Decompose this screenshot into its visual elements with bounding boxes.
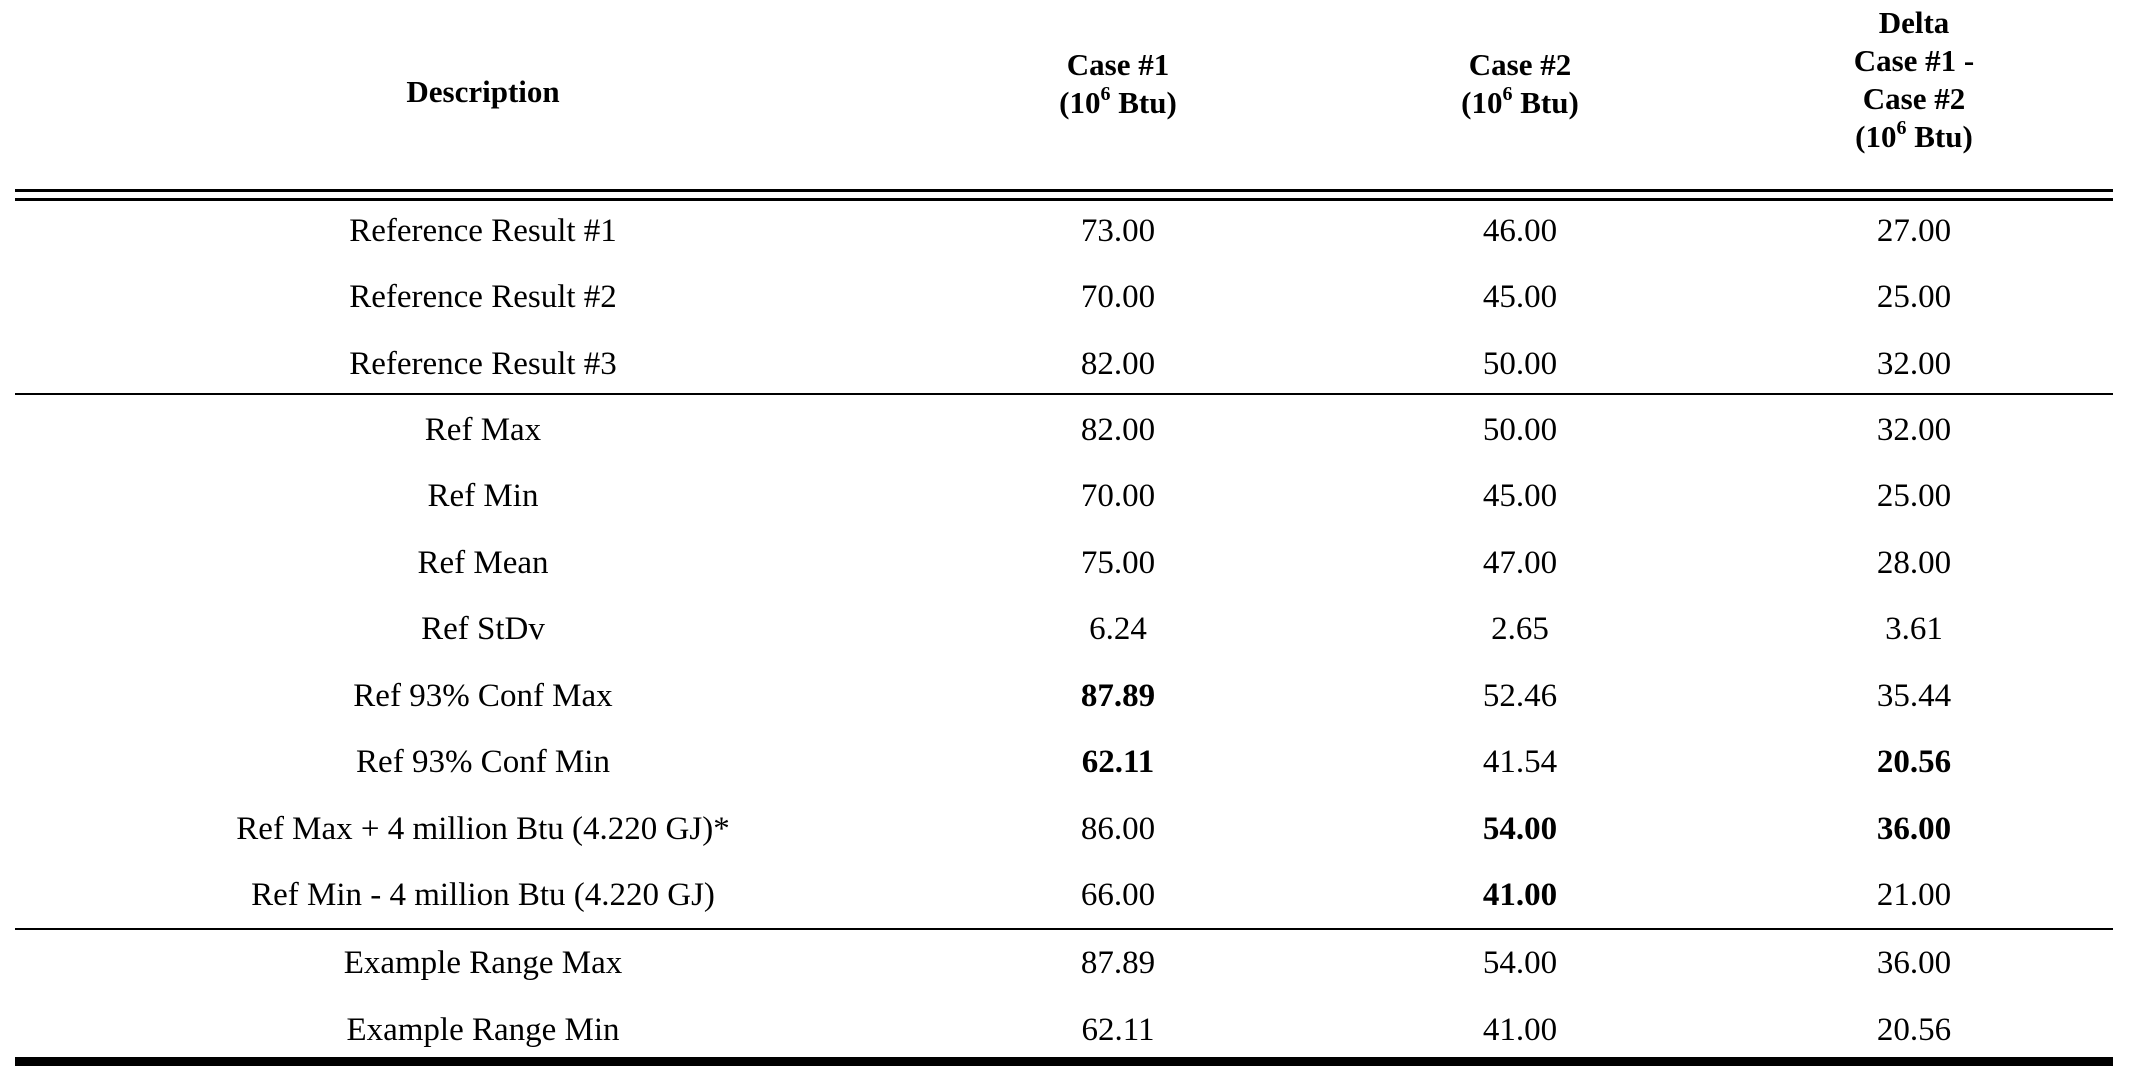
cell-delta: 25.00 bbox=[1876, 478, 1952, 514]
cell-case2: 54.00 bbox=[1482, 945, 1558, 981]
cell-delta: 36.00 bbox=[1876, 945, 1952, 981]
cell-case2: 41.54 bbox=[1482, 744, 1558, 780]
cell-case1: 70.00 bbox=[1080, 478, 1156, 514]
table-row: Ref Min 70.00 45.00 25.00 bbox=[15, 463, 2113, 529]
cell-delta: 20.56 bbox=[1876, 1012, 1952, 1048]
cell-case1: 62.11 bbox=[1081, 744, 1155, 780]
unit-suffix: Btu) bbox=[1512, 85, 1579, 120]
cell-delta: 35.44 bbox=[1876, 678, 1952, 714]
cell-case2: 47.00 bbox=[1482, 545, 1558, 581]
table-row: Ref Mean 75.00 47.00 28.00 bbox=[15, 530, 2113, 596]
cell-case1: 87.89 bbox=[1080, 678, 1156, 714]
cell-case1: 82.00 bbox=[1080, 346, 1156, 382]
header-delta-title: Delta bbox=[1878, 5, 1950, 40]
cell-case2: 45.00 bbox=[1482, 478, 1558, 514]
header-case1-title: Case #1 bbox=[1066, 47, 1170, 82]
cell-delta: 27.00 bbox=[1876, 213, 1952, 249]
cell-case1: 66.00 bbox=[1080, 877, 1156, 913]
unit-prefix: (10 bbox=[1855, 119, 1897, 154]
table-row: Reference Result #3 82.00 50.00 32.00 bbox=[15, 331, 2113, 397]
table-row: Example Range Min 62.11 41.00 20.56 bbox=[15, 997, 2113, 1063]
unit-suffix: Btu) bbox=[1906, 119, 1973, 154]
cell-case1: 62.11 bbox=[1081, 1012, 1155, 1048]
table-row: Reference Result #2 70.00 45.00 25.00 bbox=[15, 264, 2113, 330]
cell-case2: 2.65 bbox=[1491, 611, 1549, 647]
cell-case1: 86.00 bbox=[1080, 811, 1156, 847]
cell-description: Ref Max bbox=[424, 412, 542, 448]
table-row: Ref 93% Conf Max 87.89 52.46 35.44 bbox=[15, 663, 2113, 729]
cell-delta: 32.00 bbox=[1876, 412, 1952, 448]
header-case2-unit: (106 Btu) bbox=[1313, 84, 1727, 122]
header-case1: Case #1 (106 Btu) bbox=[911, 46, 1325, 122]
table-row: Ref Min - 4 million Btu (4.220 GJ) 66.00… bbox=[15, 862, 2113, 928]
cell-description: Example Range Min bbox=[346, 1012, 620, 1048]
cell-description: Reference Result #3 bbox=[349, 346, 617, 382]
cell-delta: 3.61 bbox=[1885, 611, 1943, 647]
table-row: Ref Max 82.00 50.00 32.00 bbox=[15, 397, 2113, 463]
cell-delta: 28.00 bbox=[1876, 545, 1952, 581]
cell-description: Ref Mean bbox=[417, 545, 549, 581]
header-delta: Delta Case #1 - Case #2 (106 Btu) bbox=[1707, 4, 2121, 156]
header-double-rule-bottom bbox=[15, 198, 2113, 201]
header-delta-line2: Case #1 - bbox=[1853, 43, 1975, 78]
group-divider-2 bbox=[15, 928, 2113, 930]
cell-delta: 20.56 bbox=[1876, 744, 1952, 780]
cell-description: Reference Result #1 bbox=[349, 213, 617, 249]
cell-case1: 70.00 bbox=[1080, 279, 1156, 315]
table-bottom-rule bbox=[15, 1057, 2113, 1066]
cell-case1: 75.00 bbox=[1080, 545, 1156, 581]
cell-delta: 32.00 bbox=[1876, 346, 1952, 382]
cell-delta: 21.00 bbox=[1876, 877, 1952, 913]
table-row: Reference Result #1 73.00 46.00 27.00 bbox=[15, 198, 2113, 264]
cell-description: Reference Result #2 bbox=[349, 279, 617, 315]
cell-case2: 46.00 bbox=[1482, 213, 1558, 249]
header-description-label: Description bbox=[406, 74, 560, 109]
header-double-rule-top bbox=[15, 189, 2113, 192]
cell-description: Example Range Max bbox=[343, 945, 623, 981]
cell-description: Ref Min - 4 million Btu (4.220 GJ) bbox=[251, 877, 715, 913]
header-description: Description bbox=[15, 73, 951, 111]
cell-case1: 73.00 bbox=[1080, 213, 1156, 249]
header-case2: Case #2 (106 Btu) bbox=[1313, 46, 1727, 122]
cell-case2: 50.00 bbox=[1482, 412, 1558, 448]
cell-description: Ref 93% Conf Max bbox=[353, 678, 613, 714]
cell-case1: 82.00 bbox=[1080, 412, 1156, 448]
table-header: Description Case #1 (106 Btu) Case #2 (1… bbox=[15, 0, 2113, 190]
cell-case1: 6.24 bbox=[1089, 611, 1147, 647]
header-delta-unit: (106 Btu) bbox=[1707, 118, 2121, 156]
cell-case2: 45.00 bbox=[1482, 279, 1558, 315]
table-row: Ref Max + 4 million Btu (4.220 GJ)* 86.0… bbox=[15, 796, 2113, 862]
unit-exponent: 6 bbox=[1100, 82, 1111, 105]
header-delta-line3: Case #2 bbox=[1862, 81, 1966, 116]
cell-delta: 25.00 bbox=[1876, 279, 1952, 315]
unit-exponent: 6 bbox=[1896, 116, 1907, 139]
cell-case1: 87.89 bbox=[1080, 945, 1156, 981]
header-case1-unit: (106 Btu) bbox=[911, 84, 1325, 122]
cell-description: Ref Min bbox=[427, 478, 539, 514]
table-row: Ref 93% Conf Min 62.11 41.54 20.56 bbox=[15, 729, 2113, 795]
cell-delta: 36.00 bbox=[1876, 811, 1952, 847]
cell-case2: 41.00 bbox=[1482, 1012, 1558, 1048]
header-case2-title: Case #2 bbox=[1468, 47, 1572, 82]
cell-description: Ref 93% Conf Min bbox=[356, 744, 610, 780]
unit-prefix: (10 bbox=[1059, 85, 1101, 120]
unit-exponent: 6 bbox=[1502, 82, 1513, 105]
table-row: Ref StDv 6.24 2.65 3.61 bbox=[15, 596, 2113, 662]
cell-case2: 52.46 bbox=[1482, 678, 1558, 714]
cell-description: Ref Max + 4 million Btu (4.220 GJ)* bbox=[236, 811, 730, 847]
unit-suffix: Btu) bbox=[1110, 85, 1177, 120]
unit-prefix: (10 bbox=[1461, 85, 1503, 120]
cell-case2: 50.00 bbox=[1482, 346, 1558, 382]
cell-case2: 54.00 bbox=[1482, 811, 1558, 847]
table-row: Example Range Max 87.89 54.00 36.00 bbox=[15, 930, 2113, 996]
cell-case2: 41.00 bbox=[1482, 877, 1558, 913]
results-table: Description Case #1 (106 Btu) Case #2 (1… bbox=[15, 0, 2113, 1066]
cell-description: Ref StDv bbox=[421, 611, 545, 647]
group-divider-1 bbox=[15, 393, 2113, 395]
